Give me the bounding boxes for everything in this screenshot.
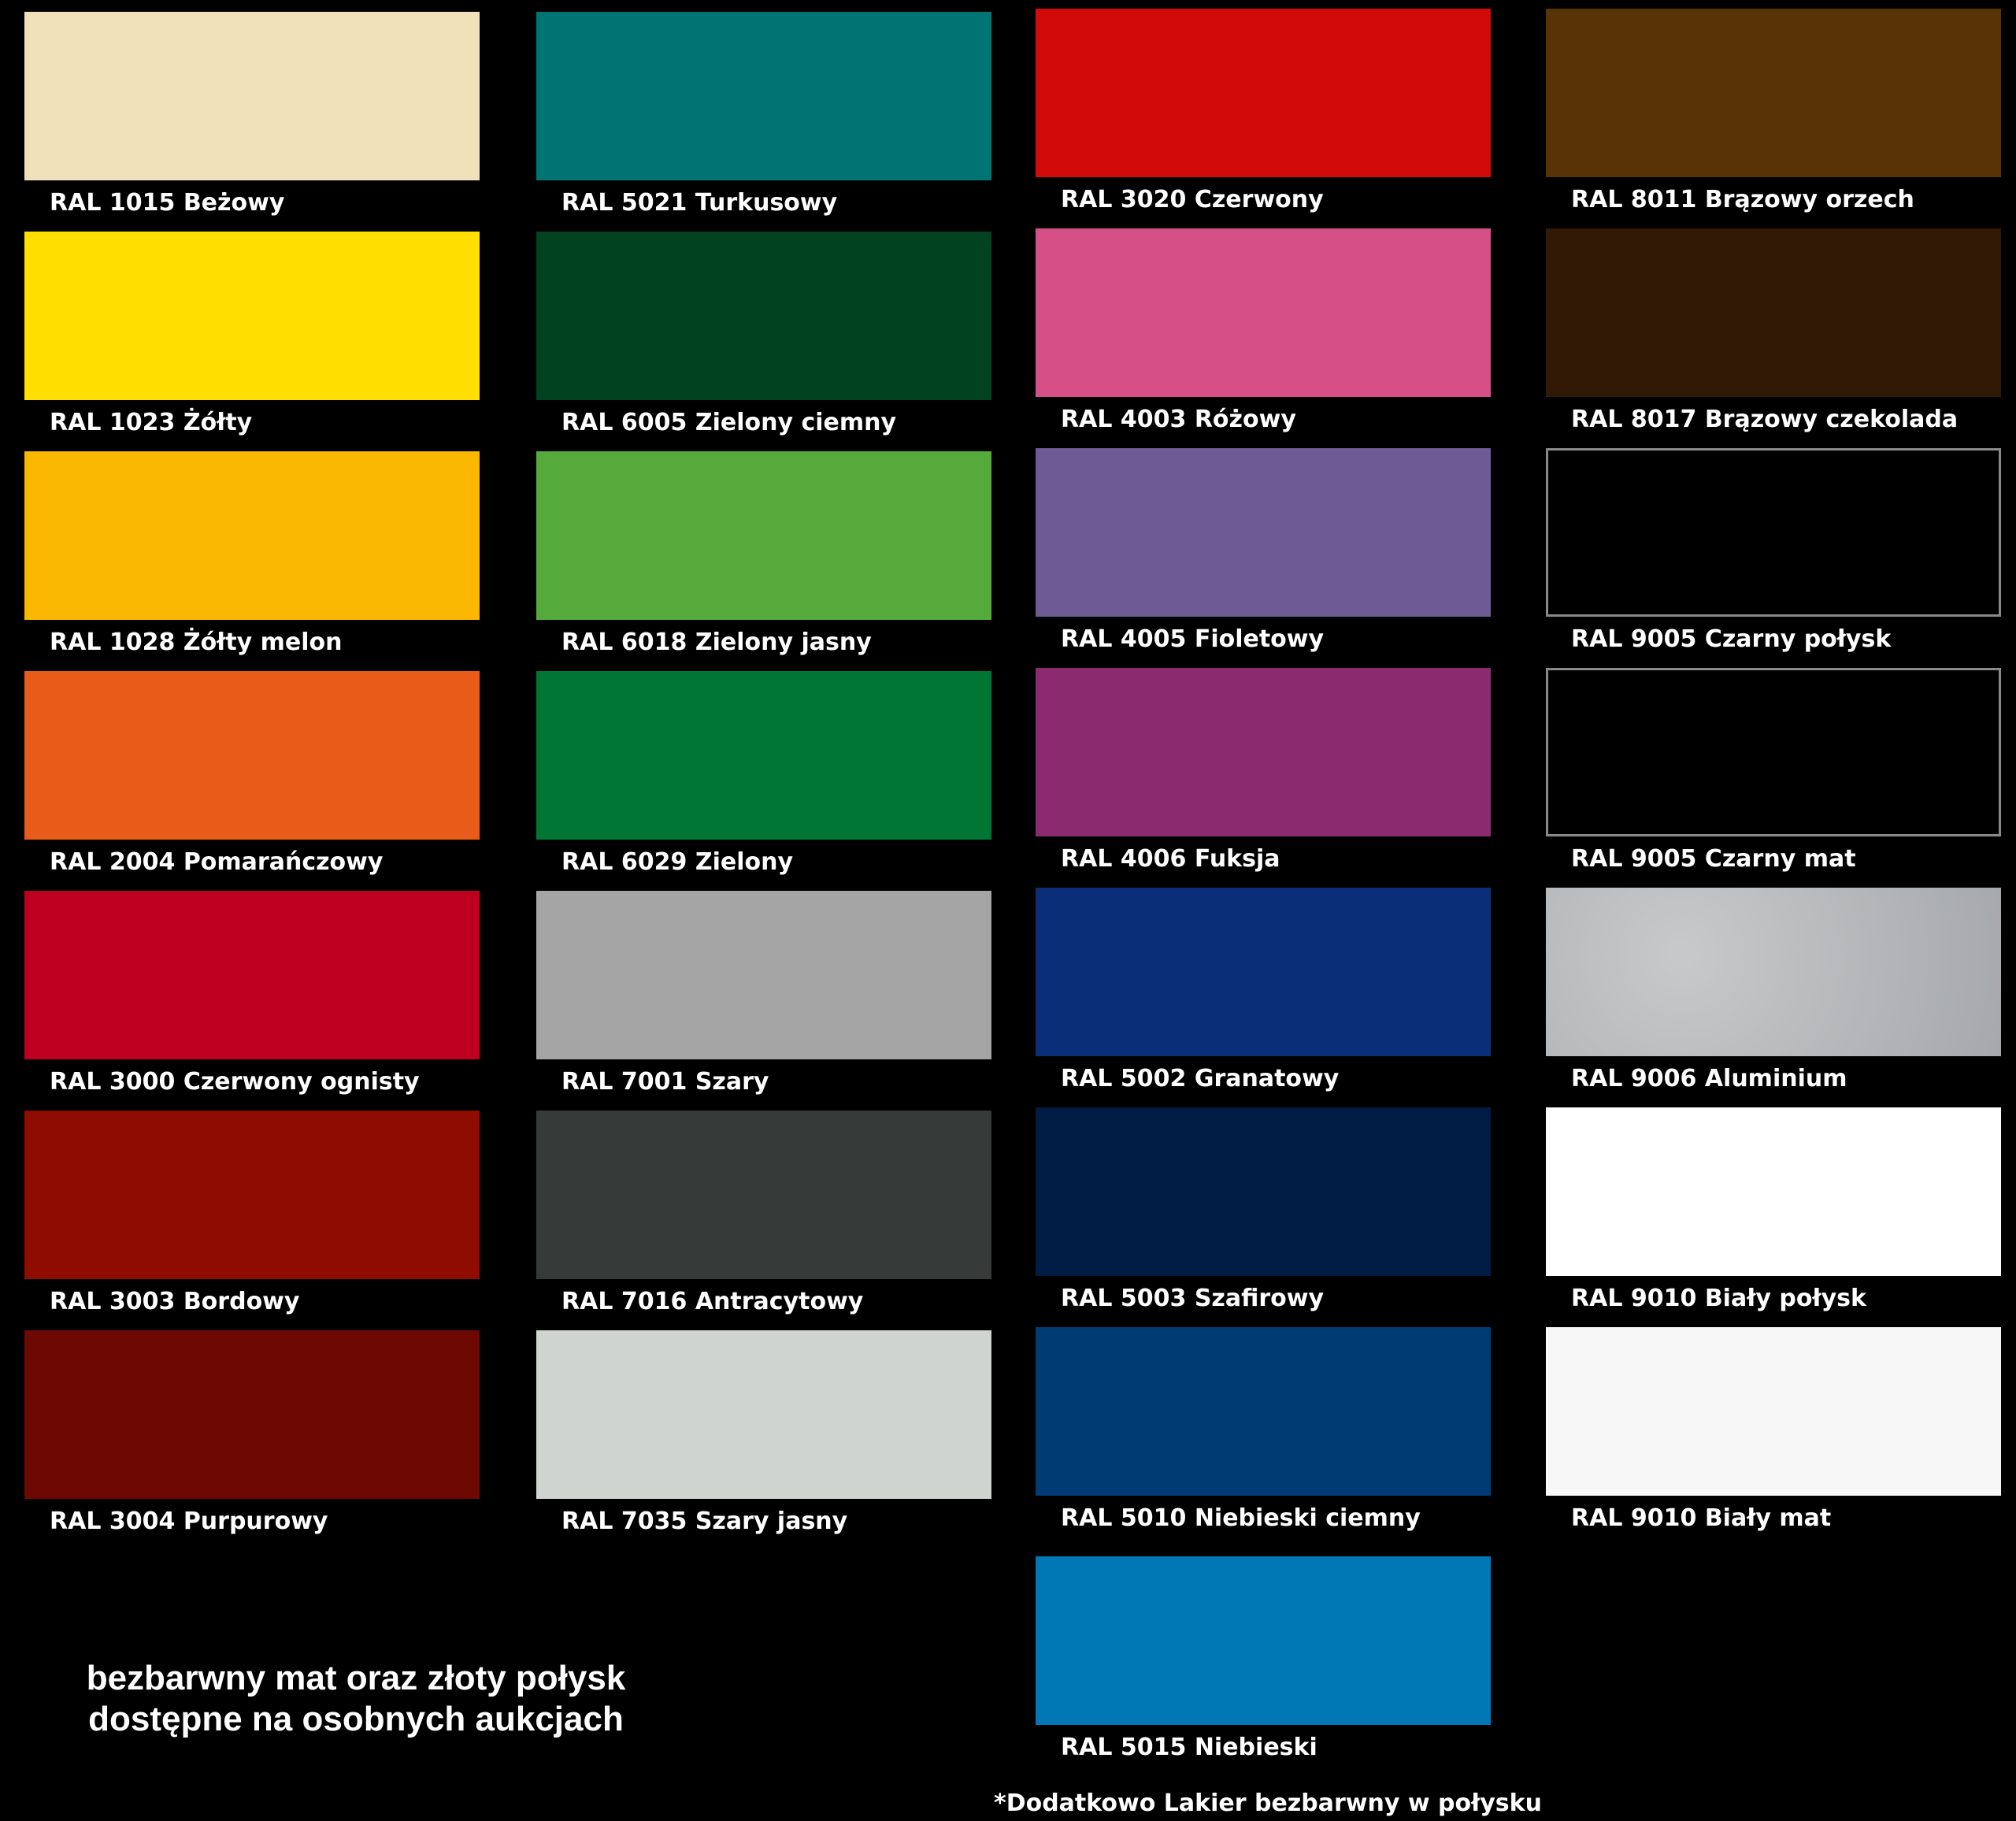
swatch-label: RAL 4003 Różowy xyxy=(1061,406,1296,433)
swatch-label: RAL 6029 Zielony xyxy=(561,848,794,876)
swatch-label: RAL 6005 Zielony ciemny xyxy=(561,409,897,436)
swatch-label: RAL 1028 Żółty melon xyxy=(50,629,343,656)
swatch-label: RAL 9005 Czarny połysk xyxy=(1571,625,1892,653)
color-swatch xyxy=(536,891,991,1059)
color-swatch xyxy=(536,232,991,400)
color-swatch xyxy=(24,1330,480,1499)
color-swatch xyxy=(1546,9,2001,177)
swatch-label: RAL 7016 Antracytowy xyxy=(561,1288,864,1315)
color-swatch xyxy=(536,451,991,620)
swatch-label: RAL 5010 Niebieski ciemny xyxy=(1061,1504,1421,1532)
swatch-label: RAL 3020 Czerwony xyxy=(1061,186,1324,213)
swatch-label: RAL 3004 Purpurowy xyxy=(50,1508,328,1535)
color-swatch xyxy=(1546,888,2001,1056)
swatch-label: RAL 2004 Pomarańczowy xyxy=(50,848,384,876)
color-swatch xyxy=(1546,1107,2001,1276)
swatch-label: RAL 8017 Brązowy czekolada xyxy=(1571,406,1959,433)
swatch-label: RAL 5003 Szafirowy xyxy=(1061,1285,1325,1312)
note-line: bezbarwny mat oraz złoty połysk xyxy=(86,1659,626,1697)
color-swatch xyxy=(536,12,991,180)
color-swatch xyxy=(1036,9,1491,177)
swatch-label: RAL 7035 Szary jasny xyxy=(561,1508,848,1535)
swatch-label: RAL 1015 Beżowy xyxy=(50,189,285,217)
swatch-label: RAL 9006 Aluminium xyxy=(1571,1065,1847,1092)
color-swatch xyxy=(24,671,480,840)
swatch-label: RAL 1023 Żółty xyxy=(50,409,253,436)
swatch-label: RAL 8011 Brązowy orzech xyxy=(1571,186,1914,213)
swatch-label: RAL 6018 Zielony jasny xyxy=(561,629,872,656)
color-swatch xyxy=(1546,448,2001,617)
swatch-label: RAL 5021 Turkusowy xyxy=(561,189,838,217)
color-swatch xyxy=(536,671,991,840)
swatch-label: RAL 7001 Szary xyxy=(561,1068,769,1096)
color-swatch xyxy=(24,451,480,620)
color-swatch xyxy=(24,12,480,180)
swatch-label: RAL 3003 Bordowy xyxy=(50,1288,300,1315)
color-swatch xyxy=(1036,1327,1491,1496)
footnote: *Dodatkowo Lakier bezbarwny w połysku xyxy=(994,1789,1542,1817)
swatch-label: RAL 4005 Fioletowy xyxy=(1061,625,1325,653)
swatch-label: RAL 9005 Czarny mat xyxy=(1571,845,1856,873)
color-swatch xyxy=(536,1330,991,1499)
color-swatch xyxy=(1546,228,2001,397)
swatch-label: RAL 4006 Fuksja xyxy=(1061,845,1280,873)
color-swatch xyxy=(24,891,480,1059)
color-swatch xyxy=(1036,1107,1491,1276)
note-line: dostępne na osobnych aukcjach xyxy=(88,1700,624,1738)
color-swatch xyxy=(536,1111,991,1279)
color-swatch xyxy=(24,1111,480,1279)
color-swatch xyxy=(1036,228,1491,397)
color-swatch xyxy=(1036,1556,1491,1725)
color-swatch xyxy=(1036,668,1491,836)
color-swatch xyxy=(1036,888,1491,1056)
color-swatch xyxy=(1036,448,1491,617)
swatch-label: RAL 5002 Granatowy xyxy=(1061,1065,1340,1092)
swatch-label: RAL 3000 Czerwony ognisty xyxy=(50,1068,420,1096)
swatch-label: RAL 9010 Biały połysk xyxy=(1571,1285,1866,1312)
color-swatch xyxy=(1546,668,2001,836)
color-swatch xyxy=(24,232,480,400)
color-swatch xyxy=(1546,1327,2001,1496)
swatch-label: RAL 5015 Niebieski xyxy=(1061,1734,1317,1761)
swatch-label: RAL 9010 Biały mat xyxy=(1571,1504,1832,1532)
